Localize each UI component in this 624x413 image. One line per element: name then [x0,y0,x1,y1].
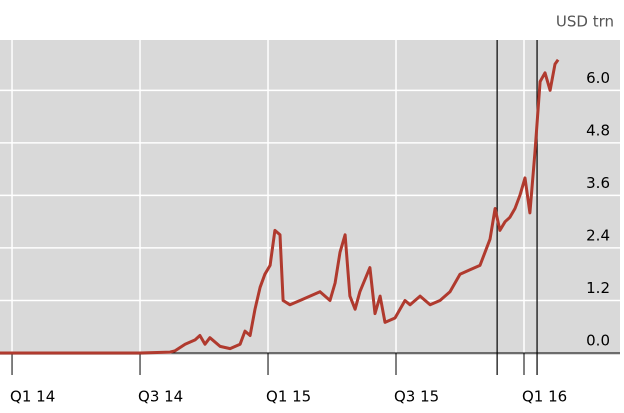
x-tick-label: Q1 14 [10,388,55,406]
x-tick-label: Q1 15 [266,388,311,406]
x-tick-label: Q3 14 [138,388,183,406]
y-tick-label: 0.0 [586,332,610,350]
y-tick-label: 4.8 [586,121,610,139]
x-tick-label: Q3 15 [394,388,439,406]
x-tick-label: Q1 16 [522,388,567,406]
y-tick-label: 1.2 [586,279,610,297]
y-tick-label: 2.4 [586,226,610,244]
plot-area [0,40,620,355]
y-tick-label: 3.6 [586,174,610,192]
y-axis-label: USD trn [556,13,614,31]
data-line [0,58,560,355]
y-tick-label: 6.0 [586,69,610,87]
